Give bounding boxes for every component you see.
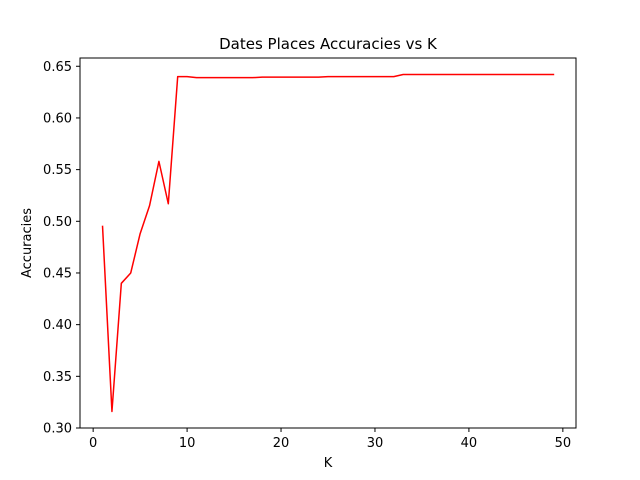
y-tick-label: 0.65 [43,60,72,75]
x-axis-label: K [324,456,333,471]
x-tick-label: 50 [555,436,572,451]
y-tick-label: 0.35 [43,370,72,385]
y-tick-label: 0.30 [43,422,72,437]
axes-frame [79,57,577,429]
y-tick-label: 0.45 [43,266,72,281]
y-tick-label: 0.55 [43,163,72,178]
x-tick-label: 20 [273,436,290,451]
x-tick-label: 40 [461,436,478,451]
x-tick-label: 10 [179,436,196,451]
y-tick-label: 0.50 [43,215,72,230]
chart-title: Dates Places Accuracies vs K [219,35,438,53]
y-tick-label: 0.60 [43,111,72,126]
y-tick-label: 0.40 [43,318,72,333]
y-axis: 0.30 0.35 0.40 0.45 0.50 0.55 0.60 0.65 [43,60,80,437]
x-tick-label: 30 [367,436,384,451]
y-axis-label: Accuracies [20,208,35,278]
plot-area [101,73,555,413]
accuracy-series-line [101,73,555,413]
x-axis: 0 10 20 30 40 50 [89,428,571,451]
x-tick-label: 0 [89,436,97,451]
